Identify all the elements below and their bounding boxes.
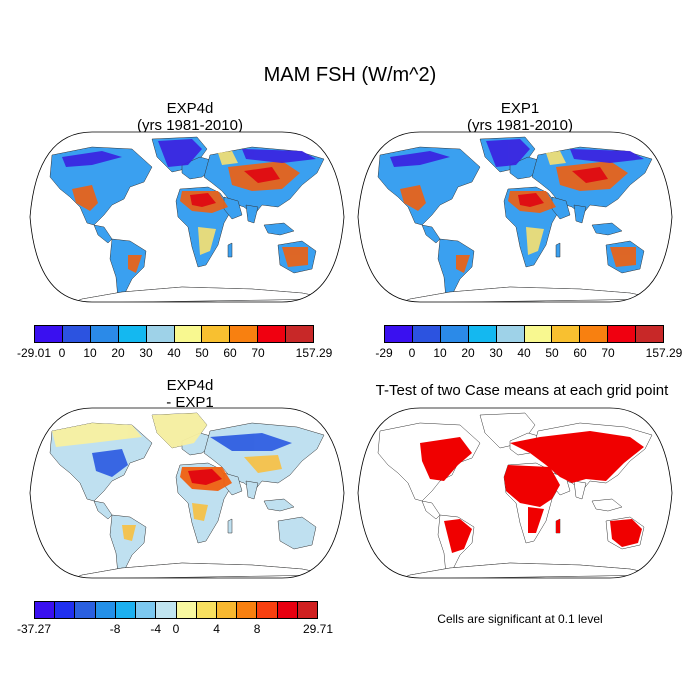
colorbar-swatch — [174, 326, 203, 342]
colorbar-swatch — [580, 326, 609, 342]
panel-title-line1: EXP4d — [166, 377, 214, 394]
colorbar-swatch — [440, 326, 469, 342]
colorbar-swatch — [496, 326, 525, 342]
panel-title-exp4d: EXP4d (yrs 1981-2010) — [30, 100, 350, 134]
colorbar-tick-label: 0 — [58, 346, 66, 360]
colorbar-tick-label: 30 — [489, 346, 503, 360]
colorbar-swatch — [196, 602, 217, 618]
colorbar-swatch — [202, 326, 231, 342]
colorbar-tick-label: -8 — [109, 622, 121, 636]
colorbar-swatch — [297, 602, 318, 618]
colorbar-tick-label: 0 — [408, 346, 416, 360]
map-diff — [29, 407, 345, 579]
colorbar-swatch — [552, 326, 581, 342]
colorbar-tick-label: -29.01 — [16, 346, 52, 360]
colorbar-tick-label: 20 — [461, 346, 475, 360]
panel-title-line2: (yrs 1981-2010) — [137, 117, 243, 134]
figure-title: MAM FSH (W/m^2) — [263, 64, 437, 86]
map-exp1 — [357, 131, 673, 303]
colorbar-swatch — [412, 326, 441, 342]
panel-title-line2: (yrs 1981-2010) — [467, 117, 573, 134]
colorbar-exp4d — [34, 325, 314, 343]
colorbar-swatch — [216, 602, 238, 618]
colorbar-swatch — [277, 602, 298, 618]
colorbar-tick-label: 50 — [545, 346, 559, 360]
panel-title-line1: T-Test of two Case means at each grid po… — [375, 382, 669, 399]
colorbar-tick-label: 30 — [139, 346, 153, 360]
colorbar-exp1 — [384, 325, 664, 343]
colorbar-swatch — [55, 602, 76, 618]
colorbar-diff — [34, 601, 318, 619]
colorbar-tick-label: 29.71 — [302, 622, 334, 636]
colorbar-swatch — [35, 326, 63, 342]
colorbar-swatch — [136, 602, 157, 618]
colorbar-tick-label: 10 — [83, 346, 97, 360]
significance-note: Cells are significant at 0.1 level — [437, 612, 603, 626]
colorbar-swatch — [286, 326, 314, 342]
colorbar-tick-label: 60 — [573, 346, 587, 360]
colorbar-tick-label: 4 — [213, 622, 220, 636]
colorbar-swatch — [156, 602, 177, 618]
colorbar-swatch — [468, 326, 497, 342]
map-ttest — [357, 407, 673, 579]
colorbar-tick-label: 157.29 — [645, 346, 683, 360]
colorbar-labels-exp4d: -29.01 0 10 20 30 40 50 60 70 157.29 — [17, 346, 332, 360]
colorbar-labels-exp1: -29 0 10 20 30 40 50 60 70 157.29 — [375, 346, 682, 360]
colorbar-tick-label: 40 — [517, 346, 531, 360]
colorbar-swatch — [237, 602, 258, 618]
colorbar-labels-diff: -37.27 -8 -4 0 4 8 29.71 — [17, 622, 333, 636]
colorbar-tick-label: 8 — [253, 622, 261, 636]
colorbar-tick-label: 0 — [172, 622, 180, 636]
colorbar-swatch — [385, 326, 413, 342]
colorbar-tick-label: -4 — [150, 622, 162, 636]
colorbar-swatch — [176, 602, 197, 618]
colorbar-tick-label: 60 — [223, 346, 237, 360]
colorbar-tick-label: 70 — [251, 346, 265, 360]
colorbar-swatch — [524, 326, 553, 342]
colorbar-swatch — [146, 326, 175, 342]
panel-title-exp1: EXP1 (yrs 1981-2010) — [360, 100, 680, 134]
colorbar-tick-label: 20 — [111, 346, 125, 360]
colorbar-swatch — [35, 602, 56, 618]
colorbar-swatch — [636, 326, 664, 342]
map-exp4d — [29, 131, 345, 303]
colorbar-tick-label: -29 — [375, 346, 393, 360]
colorbar-swatch — [118, 326, 147, 342]
colorbar-swatch — [62, 326, 91, 342]
colorbar-tick-label: 50 — [195, 346, 209, 360]
colorbar-swatch — [608, 326, 637, 342]
panel-title-diff: EXP4d - EXP1 — [30, 377, 350, 411]
colorbar-tick-label: 40 — [167, 346, 181, 360]
colorbar-swatch — [257, 602, 278, 618]
panel-title-line1: EXP4d — [166, 100, 214, 117]
colorbar-swatch — [75, 602, 96, 618]
colorbar-tick-label: 10 — [433, 346, 447, 360]
colorbar-swatch — [95, 602, 116, 618]
colorbar-swatch — [90, 326, 119, 342]
panel-title-line2: - EXP1 — [166, 394, 214, 411]
significant-cells — [420, 431, 644, 553]
colorbar-tick-label: -37.27 — [16, 622, 52, 636]
warm-regions — [72, 161, 308, 273]
colorbar-tick-label: 157.29 — [295, 346, 333, 360]
colorbar-swatch — [230, 326, 259, 342]
panel-title-line1: EXP1 — [500, 100, 540, 117]
colorbar-tick-label: 70 — [601, 346, 615, 360]
colorbar-swatch — [258, 326, 287, 342]
panel-title-ttest: T-Test of two Case means at each grid po… — [352, 382, 692, 399]
colorbar-swatch — [115, 602, 137, 618]
